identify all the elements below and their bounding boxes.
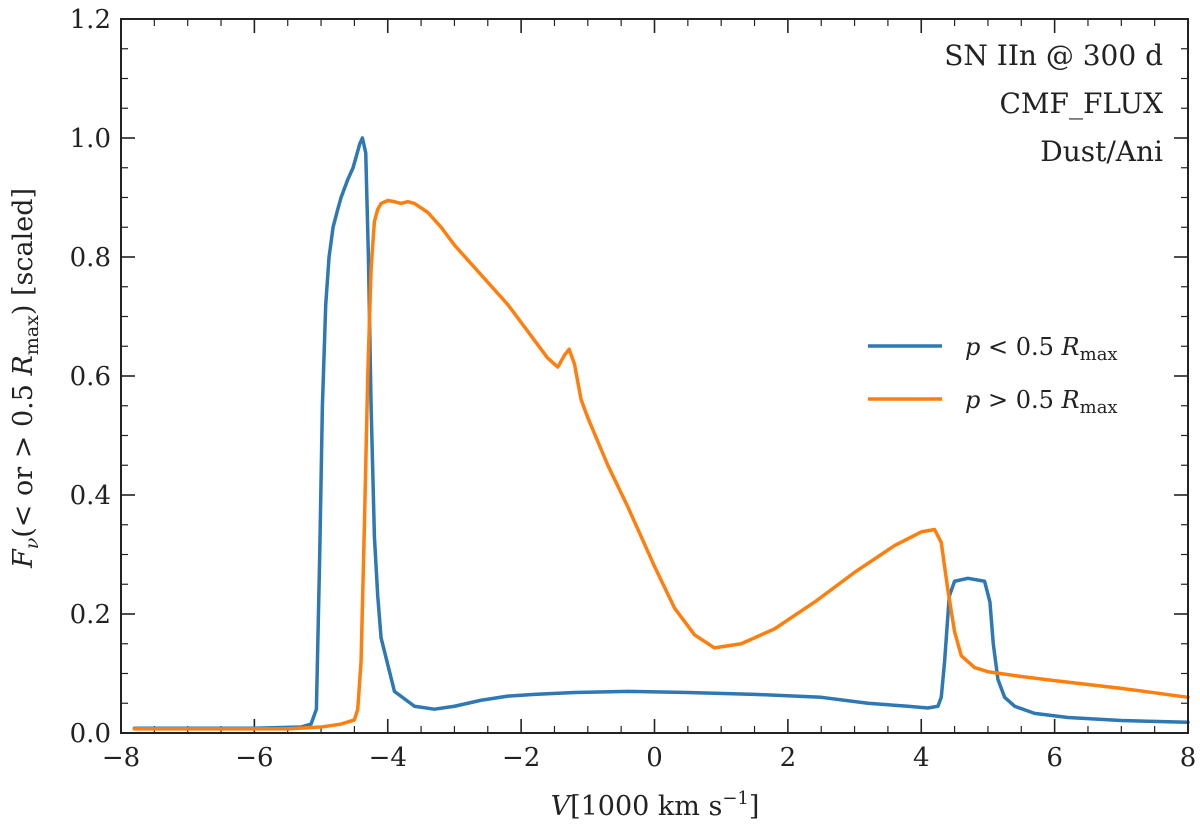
plot-frame <box>120 18 1189 734</box>
x-tick-label: −6 <box>235 743 273 773</box>
y-tick-label: 0.0 <box>70 719 111 749</box>
y-tick-label: 0.8 <box>70 243 111 273</box>
series-line-2 <box>132 198 1190 731</box>
series-layer <box>132 136 1190 731</box>
legend-label-series-1: p < 0.5 Rmax <box>965 333 1118 365</box>
y-tick-label: 0.4 <box>70 481 111 511</box>
x-tick-label: 4 <box>913 743 930 773</box>
y-tick-label: 1.2 <box>70 5 111 35</box>
legend: p < 0.5 Rmax p > 0.5 Rmax <box>868 333 1118 418</box>
x-tick-label: 6 <box>1046 743 1063 773</box>
series-line-1 <box>132 136 1190 730</box>
x-tick-label: −4 <box>369 743 407 773</box>
y-tick-label: 1.0 <box>70 124 111 154</box>
annotation-config: Dust/Ani <box>1040 135 1163 168</box>
y-tick-label: 0.6 <box>70 362 111 392</box>
x-tick-label: −2 <box>502 743 540 773</box>
x-tick-label: 8 <box>1180 743 1197 773</box>
x-tick-label: 0 <box>646 743 663 773</box>
x-tick-label: −8 <box>102 743 140 773</box>
x-tick-label: 2 <box>780 743 797 773</box>
annotation-flux-type: CMF_FLUX <box>999 87 1163 120</box>
y-tick-label: 0.2 <box>70 600 111 630</box>
tick-layer: −8 −6 −4 −2 0 2 4 6 8 0.0 0.2 0.4 0.6 0.8 1.0 1.2 <box>70 5 1197 773</box>
y-axis-label: Fν(< or > 0.5 Rmax) [scaled] <box>8 188 43 569</box>
legend-label-series-2: p > 0.5 Rmax <box>965 386 1118 418</box>
annotation-model: SN IIn @ 300 d <box>944 39 1163 72</box>
x-axis-label: V[1000 km s−1] <box>551 788 760 822</box>
